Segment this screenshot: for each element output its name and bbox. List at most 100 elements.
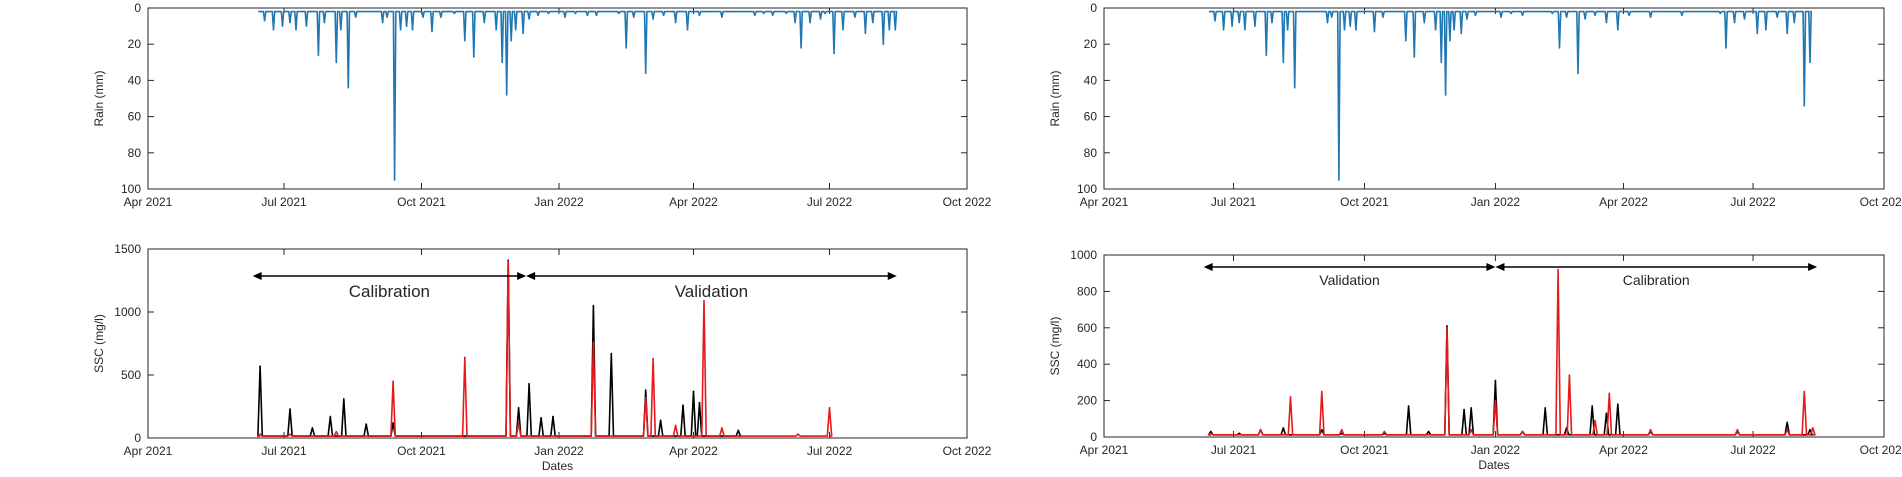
data-point xyxy=(507,260,509,263)
data-point xyxy=(399,28,402,31)
data-point xyxy=(1608,392,1611,395)
data-point xyxy=(728,10,731,13)
data-point xyxy=(289,21,291,24)
data-point xyxy=(1681,14,1683,17)
data-point xyxy=(1756,32,1759,35)
plot-frame xyxy=(147,7,968,190)
y-tick-label: 1000 xyxy=(114,305,141,319)
data-point xyxy=(632,16,635,18)
data-point xyxy=(1434,28,1437,31)
x-tick-label: Oct 2021 xyxy=(397,195,446,209)
data-point xyxy=(872,21,874,24)
y-tick-label: 20 xyxy=(1084,37,1098,51)
data-point xyxy=(1605,21,1608,24)
data-point xyxy=(547,12,550,15)
data-point xyxy=(698,14,701,17)
y-tick-label: 500 xyxy=(121,368,141,382)
data-point xyxy=(1605,412,1608,415)
data-point xyxy=(405,25,408,27)
plot-frame xyxy=(147,248,968,439)
x-tick-label: Oct 2021 xyxy=(1340,443,1389,457)
data-point xyxy=(1231,25,1233,27)
data-point xyxy=(686,28,689,31)
plot-frame xyxy=(1103,254,1885,438)
data-point xyxy=(528,383,530,385)
data-point xyxy=(674,21,677,24)
data-point xyxy=(335,430,338,433)
data-point xyxy=(517,422,520,424)
data-point xyxy=(617,12,620,15)
y-tick-label: 60 xyxy=(128,110,142,124)
x-tick-label: Apr 2022 xyxy=(669,195,718,209)
data-point xyxy=(1568,374,1571,376)
data-point xyxy=(495,28,498,31)
data-point xyxy=(1214,19,1216,22)
data-point xyxy=(552,415,554,418)
data-point xyxy=(743,10,746,13)
data-point xyxy=(1222,28,1225,31)
arrow-head-left xyxy=(526,272,536,280)
data-point xyxy=(422,16,424,18)
annotation-label: Validation xyxy=(675,282,748,301)
data-point xyxy=(703,299,705,302)
chart-left-top: Apr 2021 Jul 2021 Oct 2021 Jan 2022 Apr 2022… xyxy=(92,1,992,209)
data-point xyxy=(517,406,520,409)
data-point xyxy=(1594,14,1596,17)
data-point xyxy=(311,427,314,429)
data-point xyxy=(317,54,320,56)
arrow-head-left xyxy=(252,272,262,280)
x-tick-label: Jan 2022 xyxy=(534,195,584,209)
annotation-label: Calibration xyxy=(1623,272,1690,288)
data-point xyxy=(1494,379,1497,382)
data-point xyxy=(1809,428,1811,431)
data-point xyxy=(1444,94,1447,96)
data-point xyxy=(1470,407,1473,409)
data-point xyxy=(453,12,456,15)
data-point xyxy=(1577,72,1579,74)
y-tick-label: 100 xyxy=(1077,182,1097,196)
data-point xyxy=(1591,405,1594,407)
x-tick-label: Jan 2022 xyxy=(534,444,584,458)
data-point xyxy=(644,396,647,399)
x-tick-label: Apr 2022 xyxy=(669,444,718,458)
data-point xyxy=(514,28,517,31)
data-point xyxy=(833,52,835,55)
data-point xyxy=(785,12,787,15)
x-tick-label: Jan 2022 xyxy=(1471,195,1521,209)
data-point xyxy=(1628,14,1631,17)
data-point xyxy=(753,14,756,17)
y-axis-label: Rain (mm) xyxy=(1048,70,1062,126)
y-tick-label: 20 xyxy=(128,37,142,51)
x-tick-label: Oct 2021 xyxy=(1340,195,1389,209)
data-point xyxy=(1209,430,1212,433)
data-point xyxy=(1453,28,1455,31)
data-point xyxy=(483,21,486,24)
y-tick-label: 40 xyxy=(128,73,142,87)
y-tick-label: 60 xyxy=(1084,110,1098,124)
x-tick-label: Apr 2021 xyxy=(124,444,173,458)
arrow-head-left xyxy=(1203,263,1213,271)
data-point xyxy=(1521,430,1524,433)
data-point xyxy=(1494,399,1497,402)
data-point xyxy=(1238,432,1241,435)
x-tick-label: Jul 2021 xyxy=(1211,195,1257,209)
y-tick-label: 100 xyxy=(121,182,141,196)
data-point xyxy=(625,47,628,49)
data-point xyxy=(721,427,723,429)
arrow-head-right xyxy=(1486,263,1496,271)
data-point xyxy=(595,14,598,17)
y-tick-label: 0 xyxy=(1090,430,1097,444)
x-tick-label: Oct 2022 xyxy=(1860,195,1902,209)
data-point xyxy=(1343,28,1346,31)
x-tick-label: Jul 2022 xyxy=(807,195,853,209)
data-point xyxy=(659,419,662,422)
data-point xyxy=(698,401,701,404)
data-point xyxy=(794,21,796,24)
data-point xyxy=(809,21,811,24)
data-point xyxy=(1733,21,1736,24)
data-point xyxy=(644,72,647,74)
data-point xyxy=(610,352,613,355)
y-axis-label: Rain (mm) xyxy=(92,70,106,126)
data-point xyxy=(1812,427,1814,429)
chart-right-top: Apr 2021 Jul 2021 Oct 2021 Jan 2022 Apr 2022… xyxy=(1048,1,1902,209)
